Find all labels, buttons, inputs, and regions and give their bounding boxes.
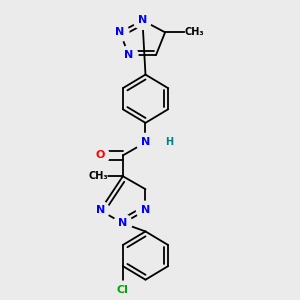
Text: Cl: Cl bbox=[117, 285, 129, 295]
Circle shape bbox=[91, 146, 109, 164]
Circle shape bbox=[114, 281, 132, 299]
Circle shape bbox=[136, 201, 154, 219]
Text: N: N bbox=[115, 27, 124, 38]
Circle shape bbox=[136, 134, 154, 152]
Text: N: N bbox=[96, 205, 105, 215]
Text: N: N bbox=[141, 137, 150, 148]
Circle shape bbox=[160, 134, 179, 152]
Text: N: N bbox=[138, 15, 147, 25]
Text: O: O bbox=[95, 150, 105, 161]
Text: N: N bbox=[124, 50, 134, 60]
Text: N: N bbox=[141, 205, 150, 215]
Circle shape bbox=[134, 11, 152, 29]
Circle shape bbox=[120, 46, 138, 64]
Text: CH₃: CH₃ bbox=[88, 171, 108, 181]
Text: H: H bbox=[166, 137, 174, 148]
Text: CH₃: CH₃ bbox=[185, 27, 205, 38]
Circle shape bbox=[186, 23, 204, 41]
Text: N: N bbox=[118, 218, 128, 228]
Circle shape bbox=[111, 23, 129, 41]
Circle shape bbox=[91, 201, 109, 219]
Circle shape bbox=[89, 167, 107, 185]
Circle shape bbox=[114, 214, 132, 232]
